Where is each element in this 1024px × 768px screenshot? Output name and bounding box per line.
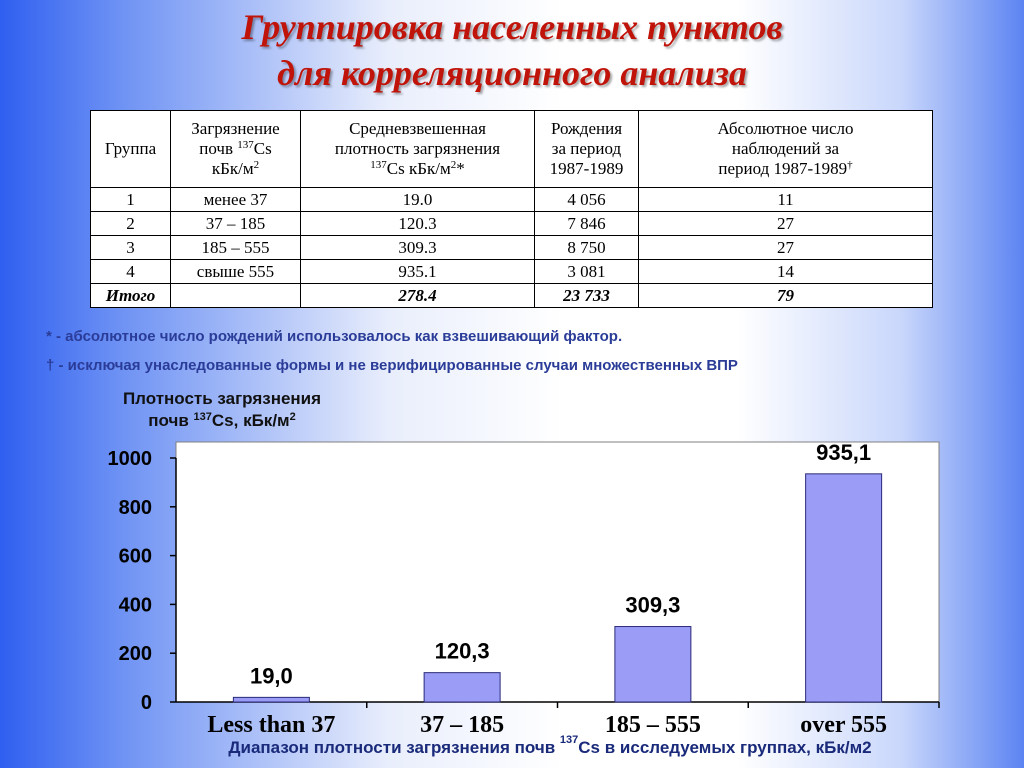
footnote-star: * - абсолютное число рождений использова… — [46, 328, 623, 345]
bar-data-label: 19,0 — [250, 663, 293, 688]
total-births: 23 733 — [534, 283, 639, 308]
cell-density: 309.3 — [300, 235, 535, 260]
bar-data-label: 120,3 — [435, 639, 490, 664]
table-header-row: Группа Загрязнение почв 137Cs кБк/м2 Сре… — [90, 110, 933, 188]
y-tick-label: 600 — [119, 546, 152, 568]
x-category-label: 185 – 555 — [605, 712, 701, 738]
bar — [614, 626, 692, 703]
y-tick-label: 0 — [141, 692, 152, 714]
cell-births: 4 056 — [534, 187, 639, 212]
x-category-label: over 555 — [800, 712, 887, 738]
table-row: 3 185 – 555 309.3 8 750 27 — [90, 235, 933, 260]
cell-births: 8 750 — [534, 235, 639, 260]
header-group: Группа — [90, 110, 171, 188]
table-row: 4 свыше 555 935.1 3 081 14 — [90, 259, 933, 284]
bar — [423, 672, 501, 703]
header-contamination: Загрязнение почв 137Cs кБк/м2 — [170, 110, 301, 188]
x-category-label: Less than 37 — [207, 712, 335, 738]
cell-range: 185 – 555 — [170, 235, 301, 260]
y-tick-label: 800 — [119, 497, 152, 519]
cell-group: 4 — [90, 259, 171, 284]
total-range — [170, 283, 301, 308]
title-line-1: Группировка населенных пунктов — [241, 7, 783, 47]
y-tick-label: 200 — [119, 643, 152, 665]
total-observations: 79 — [638, 283, 933, 308]
x-category-label: 37 – 185 — [420, 712, 504, 738]
y-tick-label: 1000 — [108, 448, 153, 470]
total-density: 278.4 — [300, 283, 535, 308]
grouping-table: Группа Загрязнение почв 137Cs кБк/м2 Сре… — [90, 110, 933, 308]
cell-density: 935.1 — [300, 259, 535, 284]
header-observations: Абсолютное число наблюдений за период 19… — [638, 110, 933, 188]
chart-y-axis-label: Плотность загрязнения почв 137Cs, кБк/м2 — [122, 389, 322, 430]
cell-observations: 27 — [638, 235, 933, 260]
cell-births: 7 846 — [534, 211, 639, 236]
chart-x-axis-title: Диапазон плотности загрязнения почв 137C… — [228, 734, 872, 757]
bar-data-label: 309,3 — [625, 593, 680, 618]
bar-data-label: 935,1 — [816, 440, 871, 465]
slide-title: Группировка населенных пунктов для корре… — [0, 4, 1024, 96]
header-births: Рождения за период 1987-1989 — [534, 110, 639, 188]
cell-range: 37 – 185 — [170, 211, 301, 236]
bar — [805, 473, 883, 703]
bar — [232, 696, 310, 703]
table-total-row: Итого 278.4 23 733 79 — [90, 283, 933, 308]
cell-group: 3 — [90, 235, 171, 260]
table-row: 2 37 – 185 120.3 7 846 27 — [90, 211, 933, 236]
title-line-2: для корреляционного анализа — [277, 53, 747, 93]
total-label: Итого — [90, 283, 171, 308]
cell-density: 120.3 — [300, 211, 535, 236]
cell-range: свыше 555 — [170, 259, 301, 284]
footnote-dagger: † - исключая унаследованные формы и не в… — [46, 357, 738, 374]
y-tick-label: 400 — [119, 594, 152, 616]
